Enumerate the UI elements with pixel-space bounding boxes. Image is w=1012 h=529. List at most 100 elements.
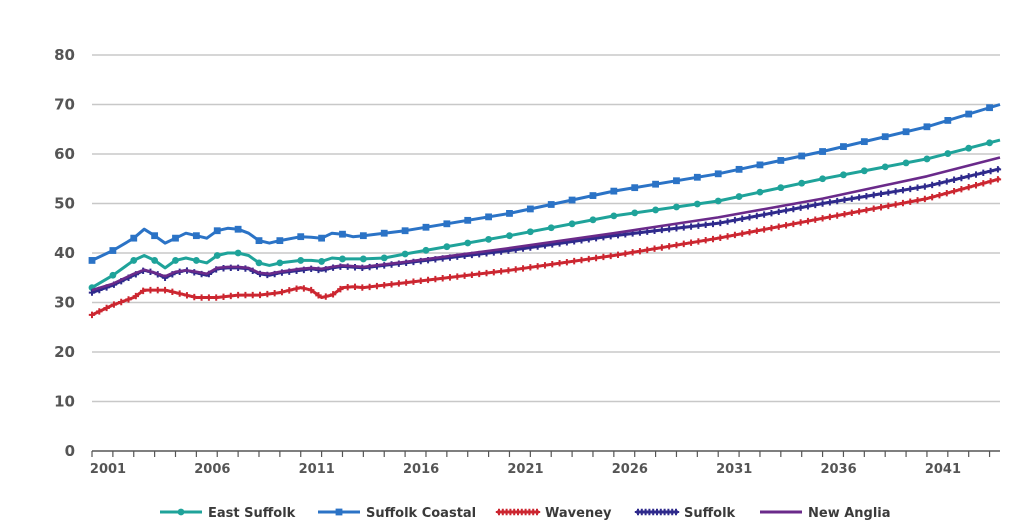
- point-east-suffolk-24: [589, 216, 597, 224]
- point-east-suffolk-41: [944, 150, 952, 157]
- point-waveney-83: [695, 238, 702, 245]
- point-east-suffolk-25: [610, 212, 618, 220]
- point-east-suffolk-18: [464, 239, 472, 247]
- point-east-suffolk-23: [568, 220, 576, 228]
- point-east-suffolk-4: [172, 257, 179, 264]
- x-tick-label-2031: 2031: [716, 462, 752, 477]
- point-waveney-9: [154, 286, 161, 294]
- point-waveney-60: [527, 264, 534, 271]
- legend-item-east-suffolk: East Suffolk: [160, 506, 296, 521]
- point-waveney-96: [790, 220, 797, 228]
- point-suffolk-81: [680, 224, 687, 231]
- point-east-suffolk-26: [631, 209, 639, 217]
- y-tick-label-30: 30: [54, 294, 75, 312]
- point-waveney-1: [96, 308, 103, 315]
- series-line-waveney: [91, 177, 1001, 317]
- legend-label-new-anglia: New Anglia: [808, 506, 891, 521]
- point-waveney-108: [877, 204, 885, 211]
- point-suffolk-76: [644, 228, 651, 235]
- point-waveney-80: [673, 241, 680, 249]
- point-east-suffolk-16: [422, 246, 430, 254]
- point-east-suffolk-17: [443, 243, 451, 251]
- point-suffolk-105: [855, 194, 863, 201]
- legend-label-waveney: Waveney: [545, 506, 612, 521]
- point-east-suffolk-22: [547, 224, 555, 232]
- point-suffolk-coastal-10: [297, 233, 305, 241]
- point-waveney-119: [958, 186, 965, 193]
- point-waveney-13: [183, 292, 191, 299]
- point-east-suffolk-32: [756, 188, 764, 196]
- legend-item-waveney: Waveney: [495, 506, 612, 521]
- point-waveney-101: [826, 213, 834, 221]
- point-waveney-23: [256, 291, 264, 299]
- point-suffolk-coastal-15: [401, 227, 409, 235]
- point-waveney-12: [176, 290, 183, 297]
- series-line-suffolk-coastal: [91, 103, 1001, 262]
- legend-marker-suffolk-10: [672, 508, 680, 516]
- x-tick-label-2036: 2036: [820, 462, 856, 477]
- y-tick-label-40: 40: [54, 244, 75, 262]
- point-east-suffolk-2: [130, 257, 138, 264]
- point-waveney-7: [139, 287, 147, 295]
- point-suffolk-coastal-26: [631, 184, 639, 192]
- point-waveney-40: [381, 281, 388, 289]
- point-waveney-5: [125, 296, 132, 303]
- point-suffolk-118: [950, 176, 958, 183]
- x-tick-label-2026: 2026: [612, 462, 648, 477]
- point-suffolk-coastal-1: [109, 247, 117, 254]
- point-east-suffolk-30: [714, 197, 722, 205]
- point-waveney-61: [534, 263, 541, 270]
- x-axis: 2001 2006 2011 2016 2021 2026 2031 2036 2041: [90, 450, 1000, 477]
- y-tick-label-20: 20: [54, 343, 75, 361]
- point-suffolk-coastal-25: [610, 187, 618, 195]
- legend-item-suffolk: Suffolk: [634, 506, 736, 521]
- point-suffolk-coastal-17: [443, 220, 451, 228]
- point-waveney-85: [709, 235, 717, 243]
- point-waveney-46: [424, 276, 432, 284]
- point-suffolk-coastal-0: [88, 257, 96, 264]
- point-waveney-98: [804, 217, 812, 225]
- point-suffolk-104: [848, 195, 855, 202]
- point-suffolk-coastal-12: [339, 230, 346, 238]
- point-waveney-121: [972, 182, 980, 189]
- point-east-suffolk-37: [860, 167, 868, 175]
- point-waveney-89: [739, 230, 746, 237]
- point-waveney-86: [717, 234, 724, 241]
- point-waveney-117: [943, 189, 950, 197]
- point-east-suffolk-10: [297, 257, 305, 264]
- y-tick-label-0: 0: [65, 442, 75, 460]
- point-suffolk-coastal-13: [359, 232, 367, 240]
- point-waveney-20: [234, 291, 242, 299]
- point-east-suffolk-13: [359, 255, 367, 263]
- point-waveney-100: [819, 215, 826, 222]
- point-suffolk-coastal-27: [652, 180, 659, 188]
- point-waveney-65: [563, 258, 571, 266]
- point-waveney-34: [337, 285, 344, 293]
- point-suffolk-coastal-20: [506, 210, 513, 217]
- point-waveney-103: [841, 210, 848, 218]
- point-suffolk-coastal-38: [881, 133, 889, 141]
- point-suffolk-coastal-30: [714, 170, 722, 178]
- point-suffolk-82: [687, 223, 695, 230]
- point-waveney-24: [264, 290, 271, 298]
- point-suffolk-coastal-37: [860, 138, 868, 146]
- point-waveney-72: [614, 251, 622, 258]
- point-waveney-37: [359, 284, 366, 291]
- point-east-suffolk-1: [109, 271, 117, 279]
- point-waveney-50: [454, 273, 461, 280]
- point-suffolk-coastal-14: [380, 229, 388, 237]
- point-waveney-64: [556, 259, 563, 267]
- point-waveney-6: [132, 292, 140, 300]
- point-waveney-105: [855, 208, 863, 215]
- point-suffolk-108: [877, 190, 885, 197]
- point-waveney-78: [658, 244, 666, 251]
- point-east-suffolk-8: [255, 259, 263, 267]
- point-suffolk-coastal-18: [464, 216, 472, 224]
- point-suffolk-coastal-29: [693, 173, 701, 181]
- point-east-suffolk-40: [923, 155, 931, 163]
- point-waveney-111: [899, 199, 907, 207]
- point-suffolk-113: [914, 184, 921, 191]
- point-waveney-107: [870, 205, 877, 212]
- y-tick-label-80: 80: [54, 46, 75, 64]
- y-tick-label-70: 70: [54, 96, 75, 114]
